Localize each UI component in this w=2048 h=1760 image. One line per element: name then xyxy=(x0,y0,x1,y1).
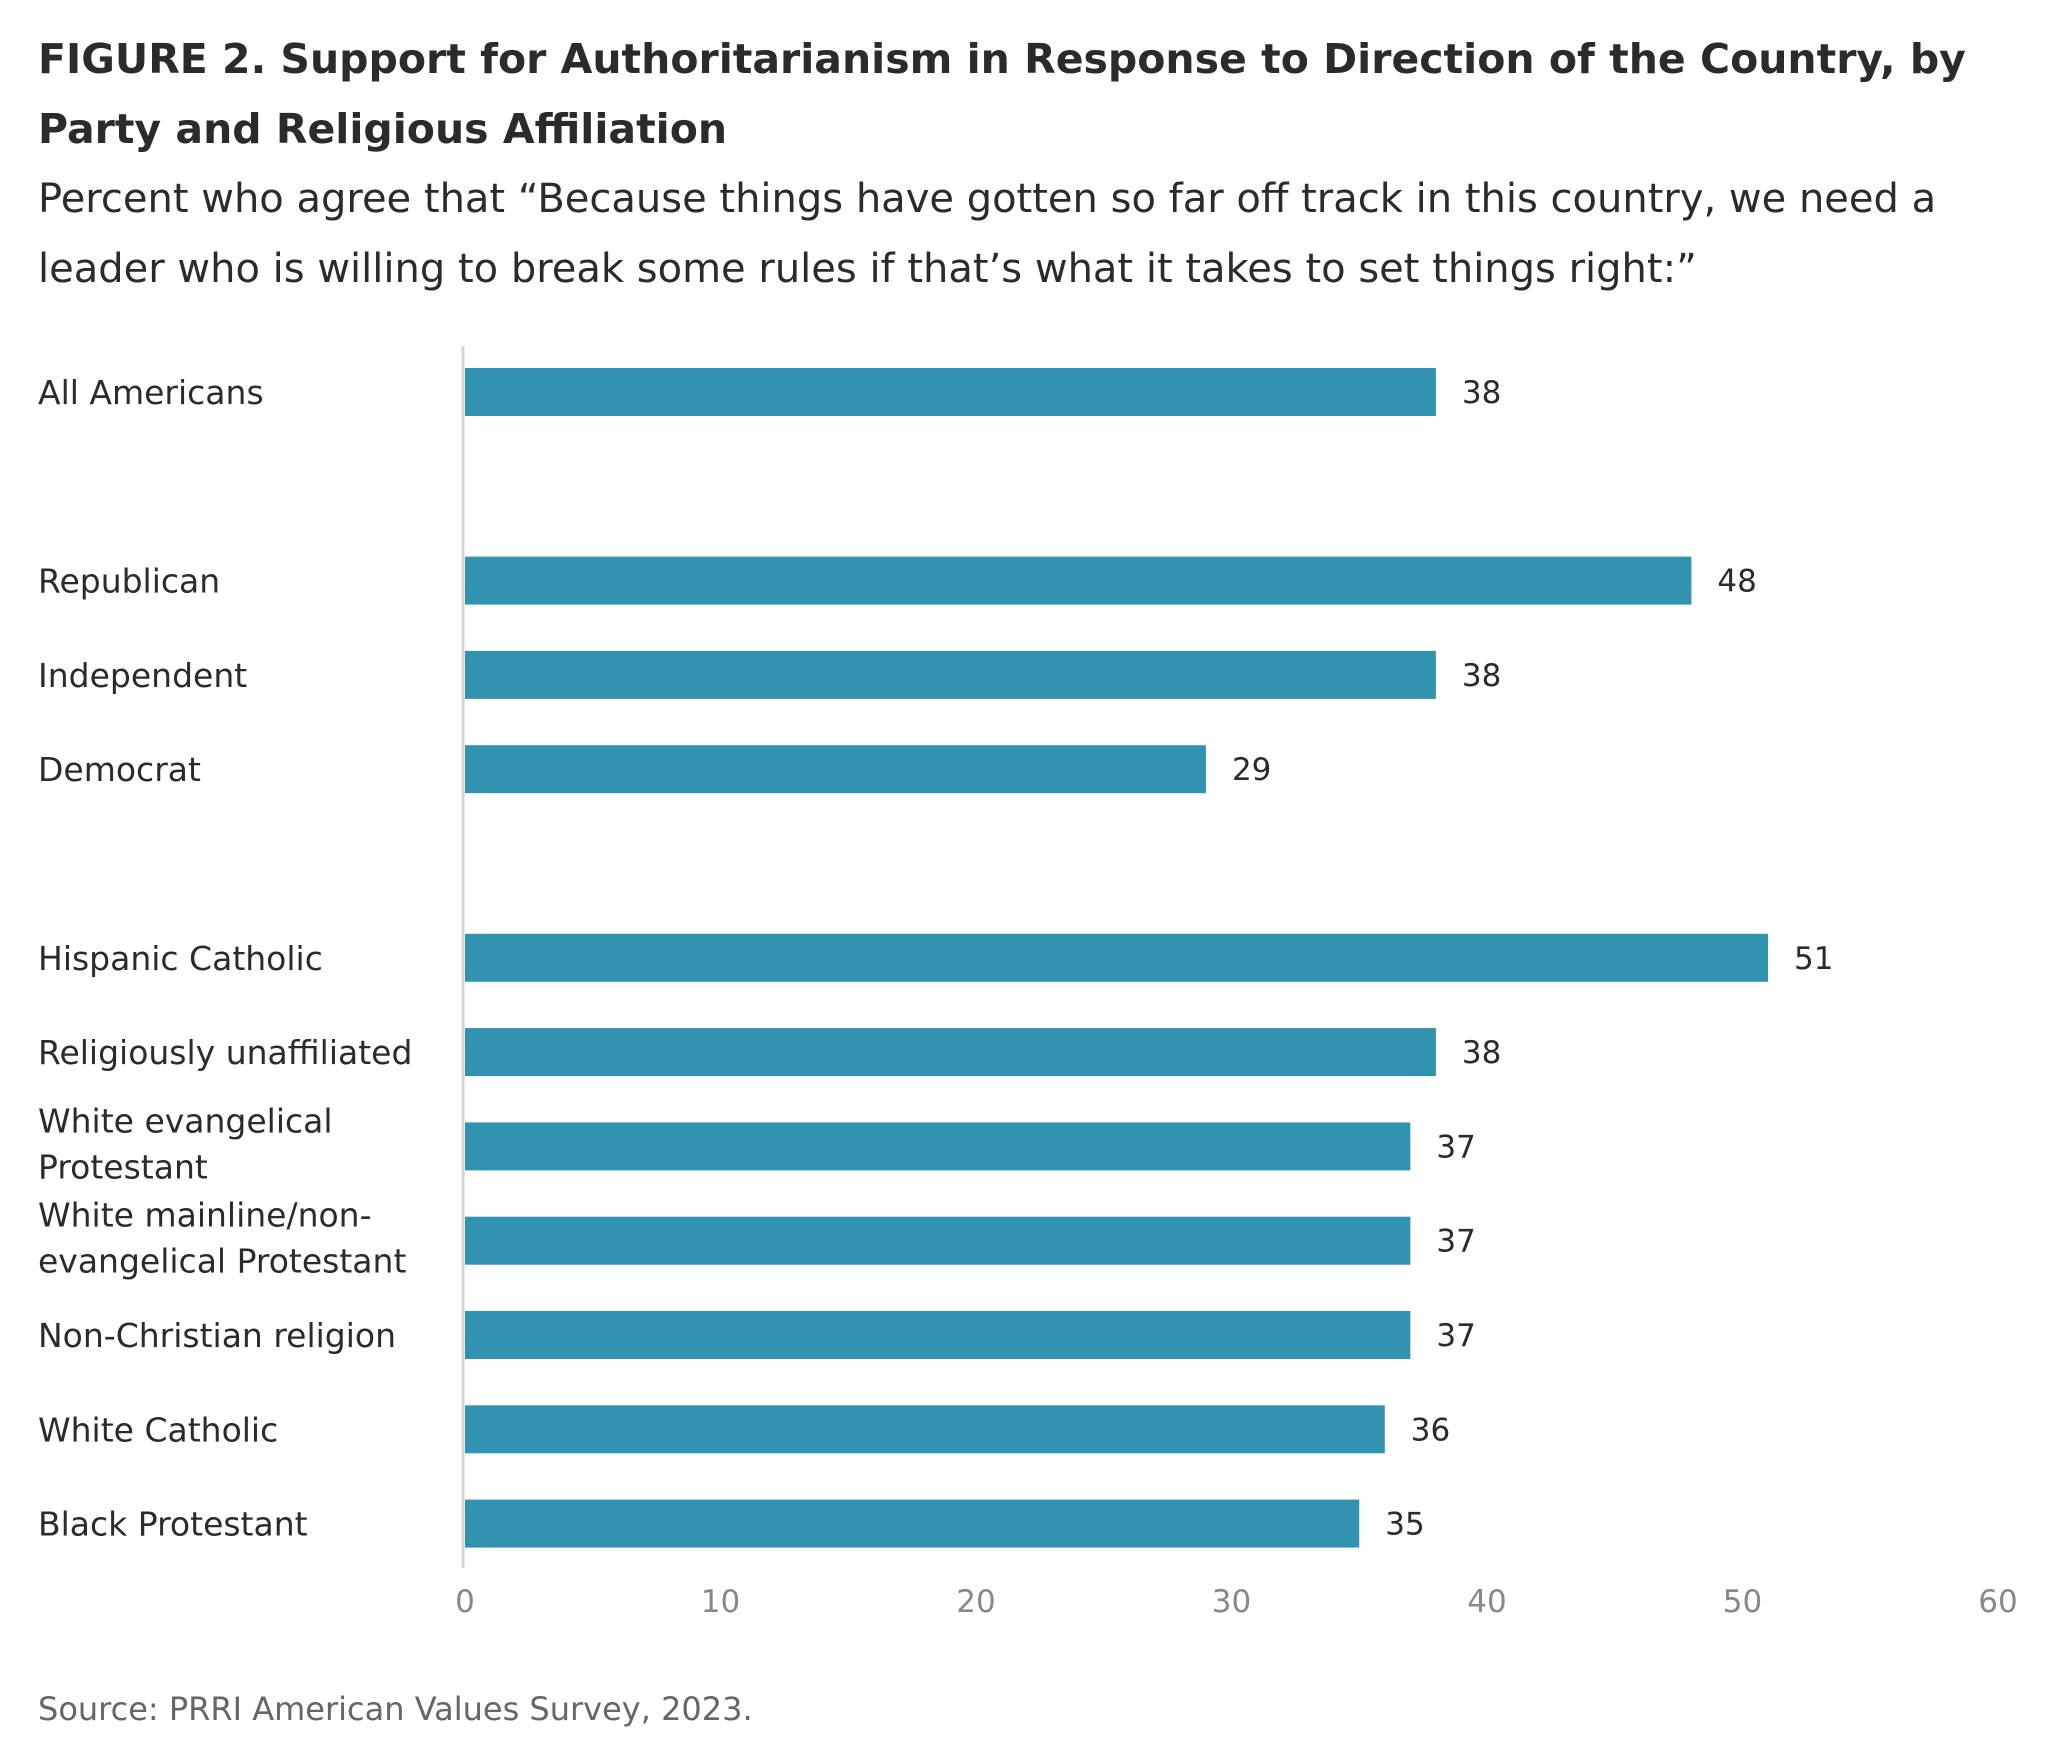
data-label: 29 xyxy=(1232,752,1271,788)
bar xyxy=(465,1311,1411,1359)
source-note: Source: PRRI American Values Survey, 202… xyxy=(38,1690,753,1728)
data-label: 36 xyxy=(1411,1412,1450,1448)
category-label: Independent xyxy=(38,656,247,695)
bar xyxy=(465,745,1206,794)
bar xyxy=(465,1499,1360,1548)
data-label: 38 xyxy=(1462,658,1501,694)
bar xyxy=(465,1028,1436,1077)
bar xyxy=(465,1122,1411,1171)
data-label: 51 xyxy=(1794,941,1833,977)
data-label: 37 xyxy=(1436,1224,1475,1260)
category-label: Religiously unaffiliated xyxy=(38,1033,412,1072)
x-tick-label: 0 xyxy=(455,1584,475,1620)
category-label: All Americans xyxy=(38,373,264,412)
bar xyxy=(465,933,1769,982)
bar xyxy=(465,1216,1411,1265)
bar-chart: All Americans 38 Republican 48 Independent 38… xyxy=(38,346,2018,1620)
x-tick-label: 30 xyxy=(1212,1584,1251,1620)
chart-title: FIGURE 2. Support for Authoritarianism i… xyxy=(38,35,1966,153)
data-label: 38 xyxy=(1462,1035,1501,1071)
chart-subtitle: Percent who agree that “Because things h… xyxy=(38,176,1937,292)
bar xyxy=(465,650,1436,699)
category-label: Democrat xyxy=(38,750,201,789)
x-tick-label: 20 xyxy=(956,1584,995,1620)
data-label: 37 xyxy=(1436,1318,1475,1354)
bar xyxy=(465,1405,1385,1454)
category-label: Non-Christian religion xyxy=(38,1316,396,1355)
bar xyxy=(465,556,1692,605)
x-tick-label: 50 xyxy=(1723,1584,1762,1620)
x-tick-label: 60 xyxy=(1978,1584,2017,1620)
category-label: Hispanic Catholic xyxy=(38,939,323,978)
category-label: White mainline/non-evangelical Protestan… xyxy=(38,1196,406,1281)
data-label: 48 xyxy=(1717,564,1756,600)
category-label: White evangelical Protestant xyxy=(38,1101,333,1186)
category-label: Republican xyxy=(38,562,220,601)
x-tick-label: 10 xyxy=(701,1584,740,1620)
x-tick-label: 40 xyxy=(1467,1584,1506,1620)
data-label: 37 xyxy=(1436,1129,1475,1165)
bar xyxy=(465,368,1436,416)
category-label: Black Protestant xyxy=(38,1505,308,1544)
data-label: 38 xyxy=(1462,375,1501,411)
category-label: White Catholic xyxy=(38,1410,278,1449)
data-label: 35 xyxy=(1385,1507,1424,1543)
